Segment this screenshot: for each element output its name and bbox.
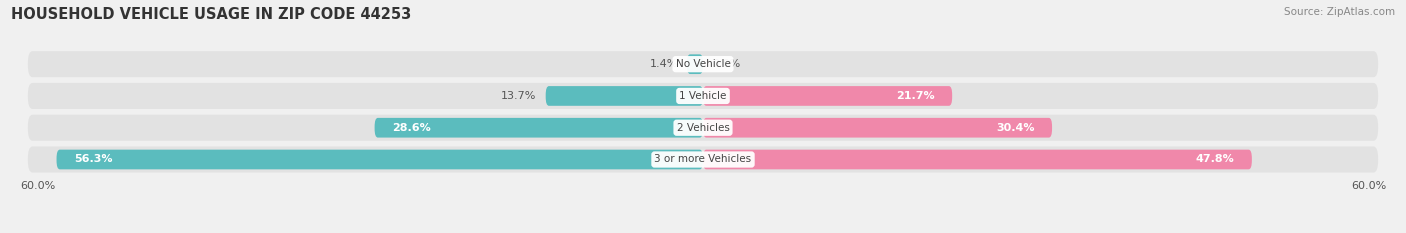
Text: 21.7%: 21.7% — [896, 91, 935, 101]
Text: 30.4%: 30.4% — [997, 123, 1035, 133]
Text: 56.3%: 56.3% — [73, 154, 112, 164]
FancyBboxPatch shape — [56, 150, 703, 169]
FancyBboxPatch shape — [28, 147, 1378, 172]
FancyBboxPatch shape — [374, 118, 703, 137]
Text: 47.8%: 47.8% — [1197, 154, 1234, 164]
Text: 0.0%: 0.0% — [713, 59, 741, 69]
Text: 60.0%: 60.0% — [20, 181, 55, 191]
FancyBboxPatch shape — [703, 118, 1052, 137]
Text: Source: ZipAtlas.com: Source: ZipAtlas.com — [1284, 7, 1395, 17]
FancyBboxPatch shape — [688, 54, 703, 74]
FancyBboxPatch shape — [703, 86, 952, 106]
Text: 28.6%: 28.6% — [392, 123, 430, 133]
FancyBboxPatch shape — [703, 150, 1251, 169]
Legend: Owner-occupied, Renter-occupied: Owner-occupied, Renter-occupied — [585, 230, 821, 233]
Text: 13.7%: 13.7% — [501, 91, 537, 101]
FancyBboxPatch shape — [546, 86, 703, 106]
Text: 2 Vehicles: 2 Vehicles — [676, 123, 730, 133]
Text: 1.4%: 1.4% — [650, 59, 678, 69]
FancyBboxPatch shape — [28, 51, 1378, 77]
Text: 60.0%: 60.0% — [1351, 181, 1386, 191]
Text: 1 Vehicle: 1 Vehicle — [679, 91, 727, 101]
Text: No Vehicle: No Vehicle — [675, 59, 731, 69]
FancyBboxPatch shape — [28, 115, 1378, 141]
Text: 3 or more Vehicles: 3 or more Vehicles — [654, 154, 752, 164]
FancyBboxPatch shape — [28, 83, 1378, 109]
Text: HOUSEHOLD VEHICLE USAGE IN ZIP CODE 44253: HOUSEHOLD VEHICLE USAGE IN ZIP CODE 4425… — [11, 7, 412, 22]
